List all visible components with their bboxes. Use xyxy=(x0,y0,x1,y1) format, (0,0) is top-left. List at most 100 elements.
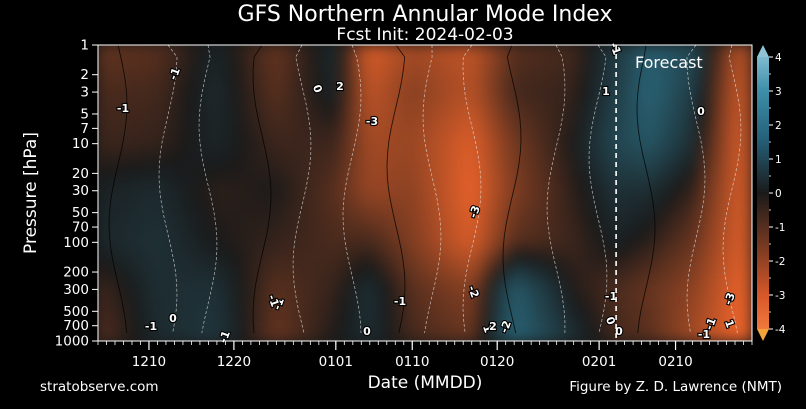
heatmap-cell xyxy=(446,172,459,184)
heatmap-cell xyxy=(718,202,731,214)
heatmap-cell xyxy=(184,143,197,155)
heatmap-cell xyxy=(282,310,295,322)
heatmap-cell xyxy=(664,291,677,303)
contour-line xyxy=(502,45,522,334)
heatmap-cell xyxy=(533,74,546,85)
heatmap-cell xyxy=(315,182,328,194)
heatmap-cell xyxy=(326,222,339,233)
heatmap-cell xyxy=(98,45,110,56)
heatmap-cell xyxy=(162,330,175,341)
heatmap-cell xyxy=(500,182,513,194)
heatmap-cell xyxy=(522,153,535,164)
heatmap-cell xyxy=(740,103,752,115)
heatmap-cell xyxy=(173,182,186,194)
heatmap-cell xyxy=(555,271,568,283)
heatmap-cell xyxy=(206,320,219,332)
heatmap-cell xyxy=(348,301,361,312)
heatmap-cell xyxy=(555,153,568,164)
heatmap-cell xyxy=(141,330,153,341)
heatmap-cell xyxy=(686,222,698,233)
heatmap-cell xyxy=(544,64,557,76)
heatmap-cell xyxy=(370,261,382,273)
heatmap-cell xyxy=(697,162,709,174)
heatmap-cell xyxy=(228,83,241,95)
heatmap-cell xyxy=(152,64,164,76)
heatmap-cell xyxy=(577,172,589,184)
heatmap-cell xyxy=(729,330,742,341)
heatmap-cell xyxy=(457,330,470,341)
heatmap-cell xyxy=(500,172,513,184)
heatmap-cell xyxy=(555,310,568,322)
heatmap-cell xyxy=(337,162,350,174)
heatmap-cell xyxy=(130,212,143,224)
heatmap-cell xyxy=(697,271,709,283)
heatmap-cell xyxy=(729,153,742,164)
heatmap-cell xyxy=(141,320,153,332)
heatmap-cell xyxy=(250,291,262,303)
heatmap-cell xyxy=(108,202,121,214)
heatmap-cell xyxy=(686,64,698,76)
heatmap-cell xyxy=(293,83,306,95)
heatmap-cell xyxy=(500,320,513,332)
heatmap-cell xyxy=(522,83,535,95)
heatmap-cell xyxy=(130,143,143,155)
y-tick-label: 5 xyxy=(80,106,89,122)
contour-label: 0 xyxy=(169,312,177,325)
heatmap-cell xyxy=(544,261,557,273)
heatmap-cell xyxy=(271,222,284,233)
heatmap-cell xyxy=(162,93,175,105)
heatmap-cell xyxy=(130,45,143,56)
heatmap-cell xyxy=(664,133,677,145)
heatmap-cell xyxy=(162,202,175,214)
heatmap-cell xyxy=(141,231,153,243)
heatmap-cell xyxy=(402,212,415,224)
heatmap-cell xyxy=(304,291,317,303)
heatmap-cell xyxy=(533,281,546,293)
heatmap-cell xyxy=(337,153,350,164)
heatmap-cell xyxy=(217,212,230,224)
heatmap-cell xyxy=(566,153,579,164)
heatmap-cell xyxy=(631,64,644,76)
heatmap-cell xyxy=(108,162,121,174)
heatmap-cell xyxy=(130,133,143,145)
heatmap-cell xyxy=(261,162,273,174)
heatmap-cell xyxy=(206,281,219,293)
heatmap-cell xyxy=(544,330,557,341)
heatmap-cell xyxy=(424,64,437,76)
heatmap-cell xyxy=(402,162,415,174)
heatmap-cell xyxy=(359,113,371,125)
heatmap-cell xyxy=(337,320,350,332)
heatmap-cell xyxy=(152,251,164,263)
heatmap-cell xyxy=(348,123,361,135)
heatmap-cell xyxy=(98,123,110,135)
heatmap-cell xyxy=(337,231,350,243)
heatmap-cell xyxy=(577,301,589,312)
heatmap-cell xyxy=(293,93,306,105)
heatmap-cell xyxy=(522,231,535,243)
heatmap-cell xyxy=(402,172,415,184)
heatmap-cell xyxy=(141,301,153,312)
heatmap-cell xyxy=(130,241,143,253)
heatmap-cell xyxy=(446,83,459,95)
heatmap-cell xyxy=(250,212,262,224)
contour-label: -1 xyxy=(117,102,129,115)
heatmap-cell xyxy=(511,83,524,95)
heatmap-cell xyxy=(435,271,448,283)
heatmap-cell xyxy=(261,222,273,233)
heatmap-cell xyxy=(468,320,480,332)
heatmap-cell xyxy=(707,281,720,293)
heatmap-cell xyxy=(304,103,317,115)
heatmap-cell xyxy=(653,123,666,135)
heatmap-cell xyxy=(359,192,371,204)
heatmap-cell xyxy=(707,83,720,95)
heatmap-cell xyxy=(228,153,241,164)
heatmap-cell xyxy=(359,222,371,233)
heatmap-cell xyxy=(729,83,742,95)
heatmap-cell xyxy=(697,153,709,164)
heatmap-cell xyxy=(98,143,110,155)
heatmap-cell xyxy=(402,291,415,303)
heatmap-cell xyxy=(675,301,688,312)
heatmap-cell xyxy=(740,93,752,105)
heatmap-cell xyxy=(707,113,720,125)
heatmap-cell xyxy=(468,310,480,322)
